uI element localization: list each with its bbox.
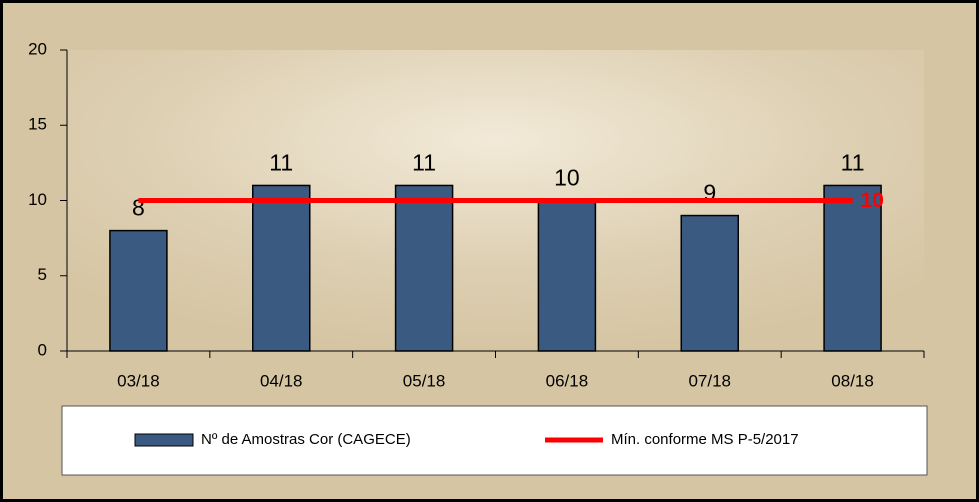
x-tick-label: 08/18: [831, 371, 874, 390]
bar-value-label: 11: [841, 150, 865, 176]
y-tick-label: 15: [28, 115, 47, 134]
bar: [680, 214, 739, 352]
bar: [109, 229, 168, 352]
bar: [823, 184, 882, 352]
y-tick-label: 5: [38, 265, 47, 284]
x-tick-label: 06/18: [546, 371, 589, 390]
legend-label: Nº de Amostras Cor (CAGECE): [201, 431, 411, 448]
legend-label: Mín. conforme MS P-5/2017: [611, 431, 799, 448]
x-tick-label: 03/18: [117, 371, 160, 390]
y-tick-label: 0: [38, 340, 47, 359]
legend: [61, 405, 928, 476]
x-tick-label: 05/18: [403, 371, 446, 390]
line-value-label: 10: [861, 189, 884, 212]
bar-value-label: 11: [269, 150, 293, 176]
legend-swatch: [134, 433, 194, 447]
y-tick-label: 20: [28, 39, 47, 58]
bar-value-label: 11: [412, 150, 436, 176]
y-tick-label: 10: [28, 190, 47, 209]
bar-value-label: 10: [554, 165, 580, 191]
x-tick-label: 07/18: [688, 371, 731, 390]
bar: [394, 184, 454, 352]
bar: [252, 184, 311, 352]
x-tick-label: 04/18: [260, 371, 303, 390]
bar: [537, 199, 597, 352]
